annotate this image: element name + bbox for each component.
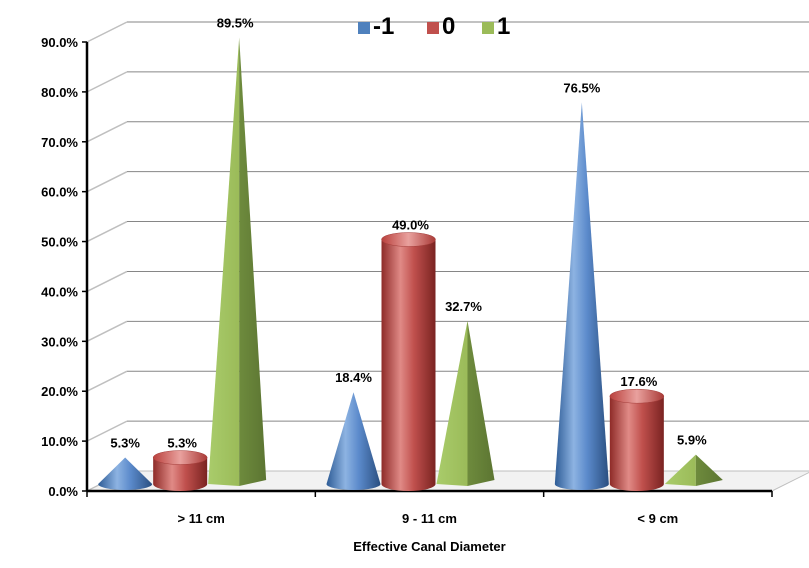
y-tick-label: 10.0%	[41, 434, 78, 449]
gridline-wall	[86, 220, 128, 243]
legend-swatch	[427, 22, 439, 34]
gridline-wall	[86, 71, 128, 93]
cone-body	[326, 392, 381, 491]
bar-cylinder	[609, 388, 665, 492]
cylinder-body	[381, 239, 436, 491]
y-tick-label: 20.0%	[41, 384, 78, 399]
legend-item: 0	[427, 13, 455, 40]
data-label: 5.3%	[110, 436, 140, 451]
data-label: 76.5%	[563, 80, 600, 95]
bar-cone	[326, 392, 381, 491]
x-tick-label: < 9 cm	[637, 511, 678, 526]
gridline-wall	[86, 121, 128, 143]
cylinder-body	[609, 396, 664, 492]
bar-cylinder	[152, 450, 208, 492]
y-tick-label: 80.0%	[41, 85, 78, 100]
x-tick-label: 9 - 11 cm	[402, 511, 457, 526]
data-label: 18.4%	[335, 370, 372, 385]
x-tick-label: > 11 cm	[177, 511, 224, 526]
y-tick-label: 0.0%	[48, 484, 78, 499]
cone-body	[98, 457, 153, 491]
gridline-wall	[86, 320, 128, 343]
data-label: 89.5%	[217, 15, 254, 30]
pyramid-front-face	[436, 320, 468, 486]
cylinder-body	[153, 457, 208, 492]
pyramid-side-face	[695, 454, 723, 486]
bar-pyramid	[664, 454, 723, 486]
y-tick-label: 90.0%	[41, 35, 78, 50]
bar-cone	[554, 102, 609, 491]
legend-label: 0	[442, 13, 455, 40]
bar-pyramid	[208, 37, 267, 486]
gridline-wall	[86, 170, 128, 193]
cylinder-top	[152, 450, 208, 465]
cone-body	[554, 102, 609, 491]
legend-swatch	[482, 22, 494, 34]
gridline-wall	[86, 370, 128, 392]
legend-swatch	[358, 22, 370, 34]
gridline-wall	[86, 270, 128, 293]
cylinder-top	[381, 232, 436, 247]
pyramid-front-face	[664, 454, 696, 486]
bar-cone	[98, 457, 153, 491]
data-label: 17.6%	[620, 374, 657, 389]
y-tick-label: 60.0%	[41, 185, 78, 200]
cylinder-top	[609, 388, 665, 404]
y-tick-label: 40.0%	[41, 284, 78, 299]
gridline-wall	[86, 420, 128, 442]
legend-item: 1	[482, 13, 510, 40]
y-tick-label: 70.0%	[41, 135, 78, 150]
bar-cylinder	[381, 232, 436, 491]
data-label: 32.7%	[445, 299, 482, 314]
y-tick-label: 30.0%	[41, 334, 78, 349]
data-label: 5.3%	[167, 436, 197, 451]
gridline-wall	[86, 21, 128, 43]
legend-label: 1	[497, 13, 510, 40]
data-label: 49.0%	[392, 218, 429, 233]
pyramid-side-face	[467, 320, 495, 486]
bar-pyramid	[436, 320, 495, 486]
pyramid-side-face	[239, 37, 267, 486]
pyramid-front-face	[208, 37, 240, 486]
data-label: 5.9%	[677, 433, 707, 448]
x-axis-title: Effective Canal Diameter	[353, 539, 505, 554]
legend-item: -1	[358, 13, 394, 40]
legend-label: -1	[373, 13, 394, 40]
y-tick-label: 50.0%	[41, 235, 78, 250]
